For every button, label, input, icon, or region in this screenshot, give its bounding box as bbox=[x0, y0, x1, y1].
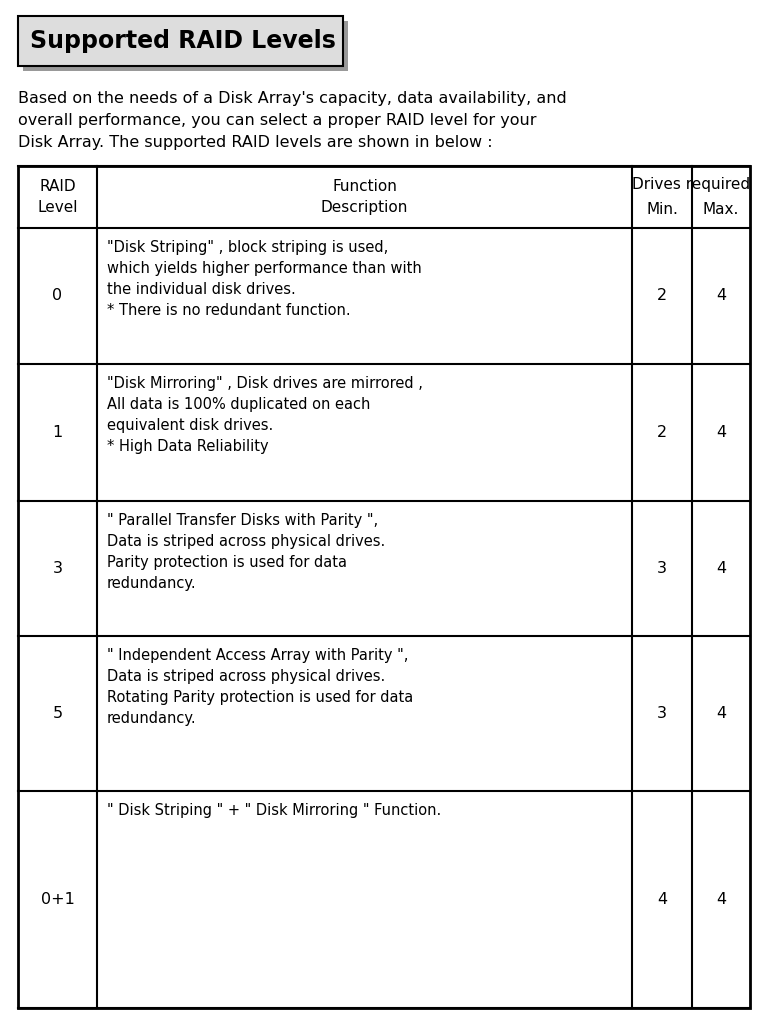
Bar bbox=[18, 166, 750, 1008]
Text: 3: 3 bbox=[657, 706, 667, 721]
Text: " Parallel Transfer Disks with Parity ",
Data is striped across physical drives.: " Parallel Transfer Disks with Parity ",… bbox=[107, 513, 386, 591]
Text: Max.: Max. bbox=[703, 202, 739, 218]
Text: 2: 2 bbox=[657, 425, 667, 440]
Bar bbox=[23, 21, 348, 71]
Bar bbox=[18, 16, 343, 66]
Text: "Disk Mirroring" , Disk drives are mirrored ,
All data is 100% duplicated on eac: "Disk Mirroring" , Disk drives are mirro… bbox=[107, 376, 423, 454]
Text: 2: 2 bbox=[657, 288, 667, 304]
Text: 4: 4 bbox=[716, 425, 726, 440]
Text: 5: 5 bbox=[52, 706, 62, 721]
Text: " Independent Access Array with Parity ",
Data is striped across physical drives: " Independent Access Array with Parity "… bbox=[107, 648, 413, 726]
Text: " Disk Striping " + " Disk Mirroring " Function.: " Disk Striping " + " Disk Mirroring " F… bbox=[107, 803, 442, 818]
Text: Drives required: Drives required bbox=[632, 176, 750, 192]
Text: 0: 0 bbox=[52, 288, 62, 304]
Text: 3: 3 bbox=[657, 562, 667, 576]
Text: 0+1: 0+1 bbox=[41, 892, 74, 906]
Text: 4: 4 bbox=[716, 892, 726, 906]
Text: Min.: Min. bbox=[646, 202, 678, 218]
Text: 4: 4 bbox=[657, 892, 667, 906]
Text: Based on the needs of a Disk Array's capacity, data availability, and
overall pe: Based on the needs of a Disk Array's cap… bbox=[18, 91, 567, 150]
Text: Supported RAID Levels: Supported RAID Levels bbox=[30, 29, 336, 53]
Text: 4: 4 bbox=[716, 288, 726, 304]
Text: 1: 1 bbox=[52, 425, 63, 440]
Text: "Disk Striping" , block striping is used,
which yields higher performance than w: "Disk Striping" , block striping is used… bbox=[107, 240, 422, 318]
Text: 4: 4 bbox=[716, 706, 726, 721]
Text: Function
Description: Function Description bbox=[321, 179, 408, 215]
Text: 4: 4 bbox=[716, 562, 726, 576]
Text: 3: 3 bbox=[52, 562, 62, 576]
Text: RAID
Level: RAID Level bbox=[38, 179, 78, 215]
